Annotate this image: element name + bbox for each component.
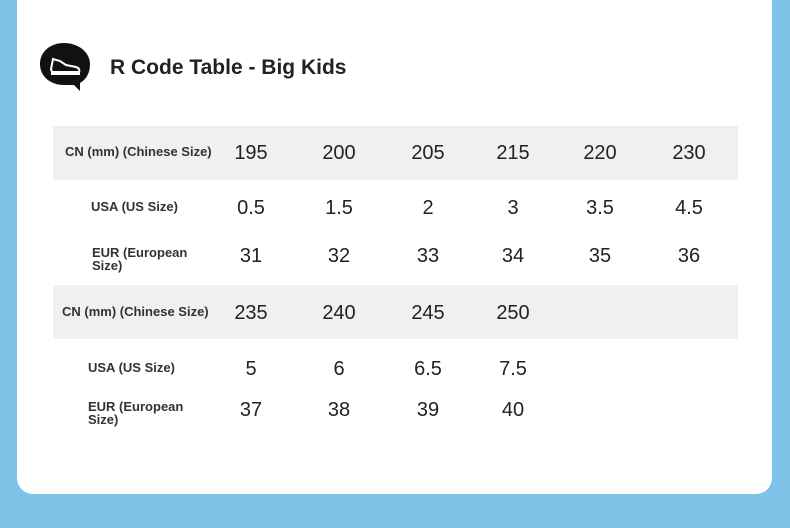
size-value: 6.5 <box>414 358 442 380</box>
shoe-icon <box>40 43 90 91</box>
size-value: 220 <box>583 142 617 164</box>
card <box>17 0 772 494</box>
size-value: 31 <box>239 245 263 267</box>
size-value: 195 <box>234 142 268 164</box>
size-value: 6 <box>333 358 345 380</box>
row-label: USA (US Size) <box>88 360 175 375</box>
size-value: 2 <box>422 197 434 219</box>
header-row-bg <box>53 285 738 339</box>
size-value: 245 <box>411 302 445 324</box>
size-value: 200 <box>322 142 356 164</box>
size-value: 4.5 <box>675 197 703 219</box>
size-value: 33 <box>416 245 440 267</box>
size-value: 35 <box>588 245 612 267</box>
size-value: 215 <box>496 142 530 164</box>
size-value: 37 <box>239 399 263 421</box>
size-value: 5 <box>245 358 257 380</box>
row-label: CN (mm) (Chinese Size) <box>62 304 209 319</box>
row-label: EUR (European Size) <box>88 399 184 427</box>
size-value: 36 <box>677 245 701 267</box>
header-row-bg <box>53 126 738 180</box>
size-value: 1.5 <box>325 197 353 219</box>
size-value: 40 <box>501 399 525 421</box>
row-label: EUR (European Size) <box>92 245 188 273</box>
size-value: 7.5 <box>499 358 527 380</box>
size-value: 0.5 <box>237 197 265 219</box>
size-value: 38 <box>327 399 351 421</box>
size-value: 3 <box>507 197 519 219</box>
size-value: 235 <box>234 302 268 324</box>
size-value: 250 <box>496 302 530 324</box>
row-label: USA (US Size) <box>91 199 178 214</box>
size-value: 3.5 <box>586 197 614 219</box>
title: R Code Table - Big Kids <box>110 56 347 79</box>
size-value: 32 <box>327 245 351 267</box>
size-value: 205 <box>411 142 445 164</box>
size-value: 39 <box>416 399 440 421</box>
row-label: CN (mm) (Chinese Size) <box>65 144 212 159</box>
size-value: 34 <box>501 245 525 267</box>
size-value: 240 <box>322 302 356 324</box>
size-value: 230 <box>672 142 706 164</box>
